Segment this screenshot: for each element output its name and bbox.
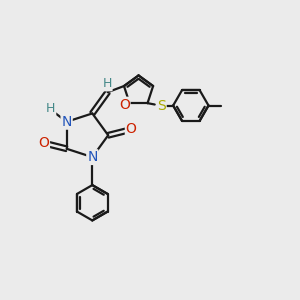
- Text: O: O: [38, 136, 49, 150]
- Text: O: O: [126, 122, 136, 136]
- Text: H: H: [102, 77, 112, 91]
- Text: S: S: [157, 98, 166, 112]
- Text: O: O: [119, 98, 130, 112]
- Text: N: N: [61, 115, 72, 129]
- Text: N: N: [87, 150, 98, 164]
- Text: H: H: [46, 102, 56, 115]
